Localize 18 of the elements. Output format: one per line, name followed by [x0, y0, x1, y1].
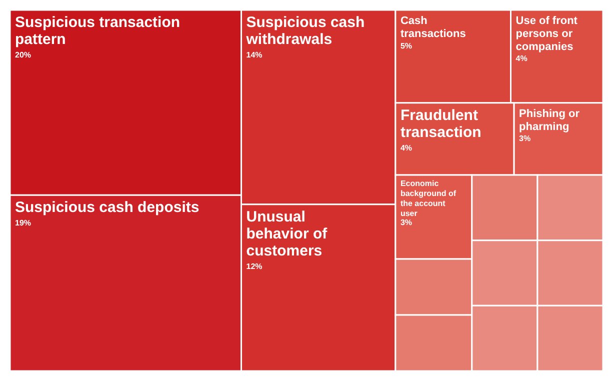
- category-label: Suspicious cash withdrawals: [245, 14, 365, 48]
- data-label: 3%: [400, 218, 412, 227]
- category-label: Unusual behavior of customers: [246, 208, 328, 260]
- data-label: 19%: [15, 218, 32, 228]
- data-label: 20%: [15, 50, 32, 60]
- data-label: 4%: [400, 143, 412, 152]
- category-label: Cash transactions: [400, 15, 466, 40]
- data-label: 5%: [400, 41, 412, 50]
- data-label: 4%: [516, 54, 528, 63]
- category-label: Suspicious cash deposits: [15, 199, 200, 216]
- data-label: 14%: [246, 50, 262, 60]
- category-label: Phishing or pharming: [519, 108, 580, 133]
- data-label: 3%: [519, 134, 531, 144]
- category-label: Economic background of the account user: [400, 179, 456, 218]
- category-label: Suspicious transaction pattern: [15, 14, 180, 48]
- category-label: Fraudulent transaction: [400, 106, 482, 141]
- data-label: 12%: [246, 262, 262, 272]
- category-label: Use of front persons or companies: [516, 15, 578, 53]
